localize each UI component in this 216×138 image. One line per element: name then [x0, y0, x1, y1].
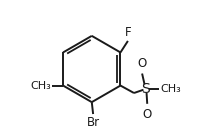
Text: S: S [141, 82, 150, 96]
Text: O: O [137, 57, 147, 70]
Text: O: O [143, 108, 152, 121]
Text: CH₃: CH₃ [30, 81, 51, 91]
Text: CH₃: CH₃ [160, 84, 181, 94]
Text: F: F [125, 26, 132, 39]
Text: Br: Br [87, 116, 100, 129]
